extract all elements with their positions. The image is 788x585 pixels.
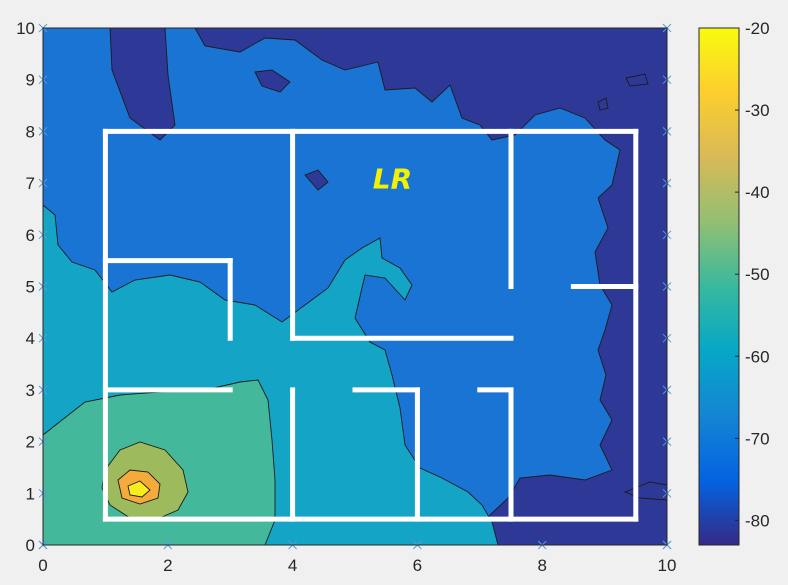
- room-label: LR: [373, 162, 412, 195]
- x-tick-label: 10: [658, 556, 677, 575]
- plot-area-border: [42, 27, 668, 546]
- contour-island-c: [625, 73, 649, 87]
- contour-island-d: [597, 97, 609, 111]
- y-tick-label: 4: [26, 329, 35, 348]
- colorbar-tick-label: -80: [745, 511, 770, 530]
- floor-plan-walls: [102, 128, 639, 522]
- y-tick-label: 10: [16, 19, 35, 38]
- y-tick-label: 8: [26, 122, 35, 141]
- colorbar-gradient: [699, 28, 739, 545]
- y-tick-label: 5: [26, 278, 35, 297]
- colorbar-tick-label: -30: [745, 101, 770, 120]
- x-tick-label: 2: [163, 556, 172, 575]
- y-tick-label: 2: [26, 433, 35, 452]
- y-tick-label: 7: [26, 174, 35, 193]
- y-tick-label: 9: [26, 71, 35, 90]
- colorbar-tick-label: -20: [745, 19, 770, 38]
- colorbar-border: [698, 27, 740, 546]
- y-tick-label: 3: [26, 381, 35, 400]
- colorbar-tick-label: -50: [745, 265, 770, 284]
- y-tick-label: 0: [26, 536, 35, 555]
- y-tick-label: 1: [26, 484, 35, 503]
- colorbar-tick-label: -70: [745, 429, 770, 448]
- y-tick-label: 6: [26, 226, 35, 245]
- x-tick-label: 0: [38, 556, 47, 575]
- contour-band-level-7: [127, 480, 151, 498]
- annotations: LR: [373, 162, 412, 195]
- contour-island-b: [304, 169, 329, 191]
- colorbar-tick-label: -40: [745, 183, 770, 202]
- colorbar-tick-label: -60: [745, 347, 770, 366]
- x-tick-label: 8: [537, 556, 546, 575]
- x-tick-label: 6: [413, 556, 422, 575]
- colorbar: -20 -30 -40 -50 -60 -70 -80: [698, 19, 770, 546]
- axis-ticks: 0 2 4 6 8 10 0 1 2 3 4 5 6 7 8 9 10: [16, 19, 676, 575]
- contour-island-a: [254, 69, 291, 93]
- x-tick-label: 4: [288, 556, 297, 575]
- contour-fills: [43, 28, 667, 545]
